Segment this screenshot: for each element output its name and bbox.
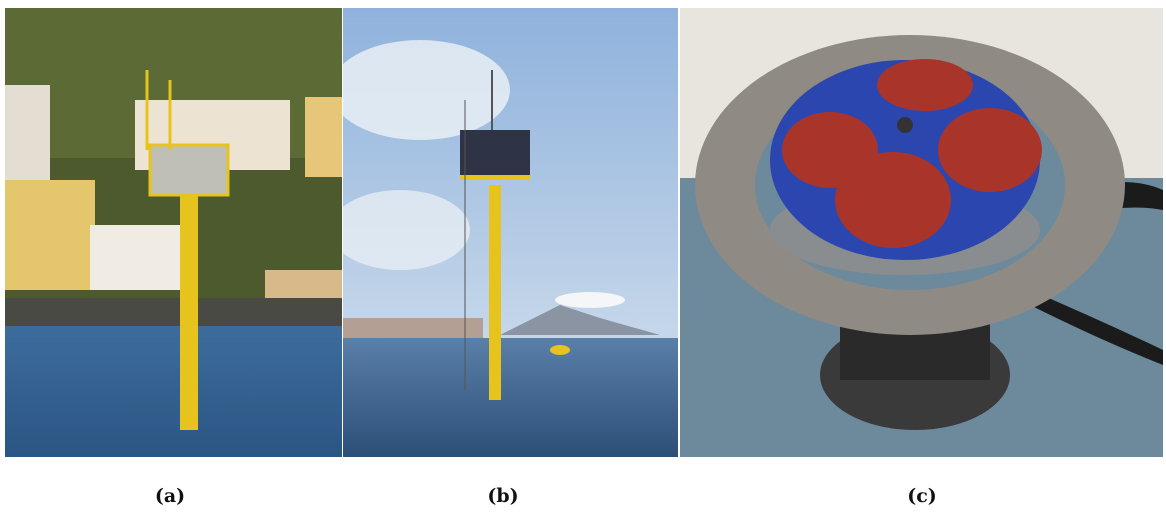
panel-label: (a) <box>155 485 185 507</box>
photo-c <box>680 8 1163 457</box>
page: {"panels": [{"label": "(a)"}, {"label": … <box>0 0 1166 512</box>
photo-b <box>330 8 678 457</box>
photo-a <box>5 8 342 457</box>
panel-label: (b) <box>487 485 518 507</box>
panel-label: (c) <box>907 485 937 507</box>
figure: (a) (b) (c) <box>0 0 1166 512</box>
